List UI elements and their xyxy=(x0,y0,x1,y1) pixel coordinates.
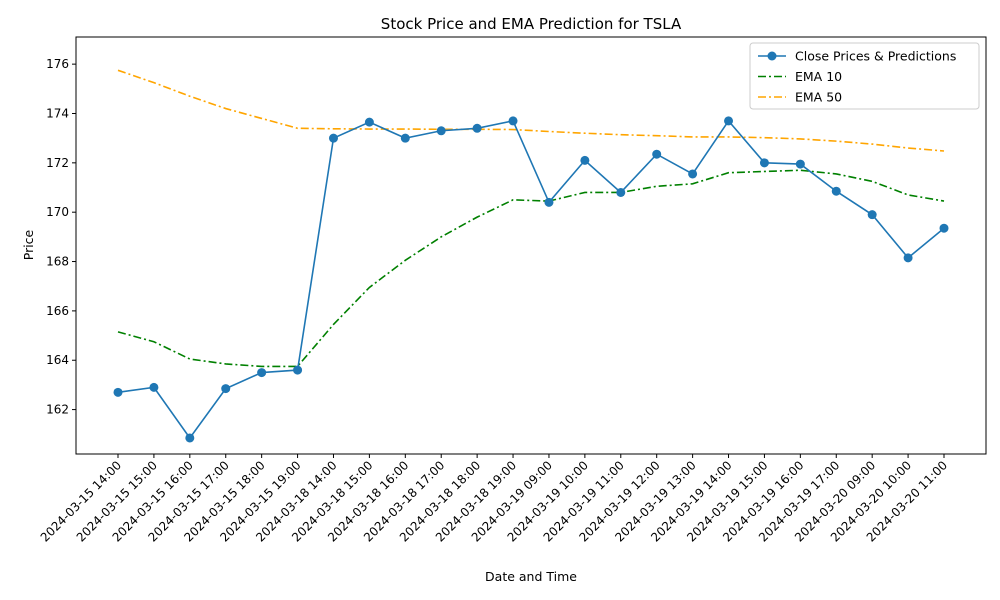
data-point xyxy=(508,116,518,126)
data-point xyxy=(149,382,159,392)
data-point xyxy=(293,365,303,375)
plot-area xyxy=(75,36,987,455)
data-point xyxy=(652,149,662,159)
data-point xyxy=(257,368,267,378)
y-tick-label: 172 xyxy=(46,156,69,170)
data-point xyxy=(328,133,338,143)
data-point xyxy=(580,155,590,165)
series-line-0 xyxy=(117,119,945,440)
series-layer xyxy=(113,69,949,443)
y-tick-label: 164 xyxy=(46,353,69,367)
legend-marker xyxy=(767,51,777,61)
y-tick-label: 176 xyxy=(46,57,69,71)
data-point xyxy=(616,187,626,197)
data-point xyxy=(795,159,805,169)
legend-label: Close Prices & Predictions xyxy=(795,49,956,64)
data-point xyxy=(436,126,446,136)
data-point xyxy=(939,223,949,233)
data-point xyxy=(364,117,374,127)
data-point xyxy=(688,169,698,179)
data-point xyxy=(185,433,195,443)
x-axis-label: Date and Time xyxy=(485,569,577,584)
series-line-1 xyxy=(117,169,945,368)
data-point xyxy=(759,158,769,168)
data-point xyxy=(903,253,913,263)
y-tick-label: 168 xyxy=(46,255,69,269)
y-tick-label: 162 xyxy=(46,403,69,417)
data-point xyxy=(221,384,231,394)
y-tick-label: 166 xyxy=(46,304,69,318)
series-line-2 xyxy=(117,69,945,152)
y-tick-label: 174 xyxy=(46,106,69,120)
chart-title: Stock Price and EMA Prediction for TSLA xyxy=(381,15,682,33)
data-point xyxy=(724,116,734,126)
legend-label: EMA 50 xyxy=(795,90,842,105)
data-point xyxy=(867,210,877,220)
data-point xyxy=(113,387,123,397)
data-point xyxy=(544,197,554,207)
y-axis-label: Price xyxy=(21,229,36,260)
legend-box xyxy=(749,42,980,110)
y-tick-label: 170 xyxy=(46,205,69,219)
data-point xyxy=(831,186,841,196)
data-point xyxy=(400,133,410,143)
legend: Close Prices & Predictions EMA 10 EMA 50 xyxy=(749,42,980,110)
data-point xyxy=(472,123,482,133)
legend-label: EMA 10 xyxy=(795,69,842,84)
y-axis: 162 164 166 168 170 172 174 176 xyxy=(46,57,76,417)
